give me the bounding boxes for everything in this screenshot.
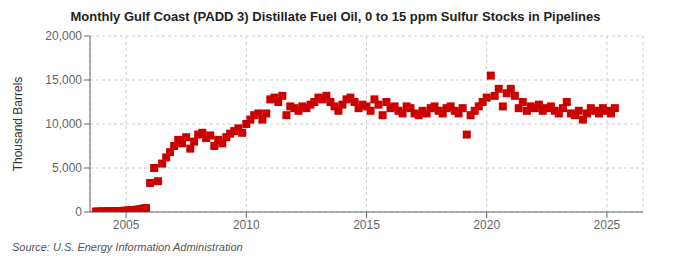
svg-text:2025: 2025 — [594, 218, 621, 232]
html-text:Source: U.S. Energy Informatio: Source: U.S. Energy Information Administ… — [12, 241, 243, 253]
svg-text:2005: 2005 — [113, 218, 140, 232]
svg-text:20,000: 20,000 — [45, 29, 82, 43]
svg-text:10,000: 10,000 — [45, 117, 82, 131]
svg-text:0: 0 — [75, 205, 82, 219]
svg-text:2010: 2010 — [233, 218, 260, 232]
svg-text:5,000: 5,000 — [52, 161, 82, 175]
svg-text:2020: 2020 — [473, 218, 500, 232]
html-text:Monthly Gulf Coast (PADD 3) Di: Monthly Gulf Coast (PADD 3) Distillate F… — [70, 9, 601, 24]
svg-text:Thousand Barrels: Thousand Barrels — [11, 77, 25, 172]
svg-text:2015: 2015 — [353, 218, 380, 232]
svg-text:15,000: 15,000 — [45, 73, 82, 87]
